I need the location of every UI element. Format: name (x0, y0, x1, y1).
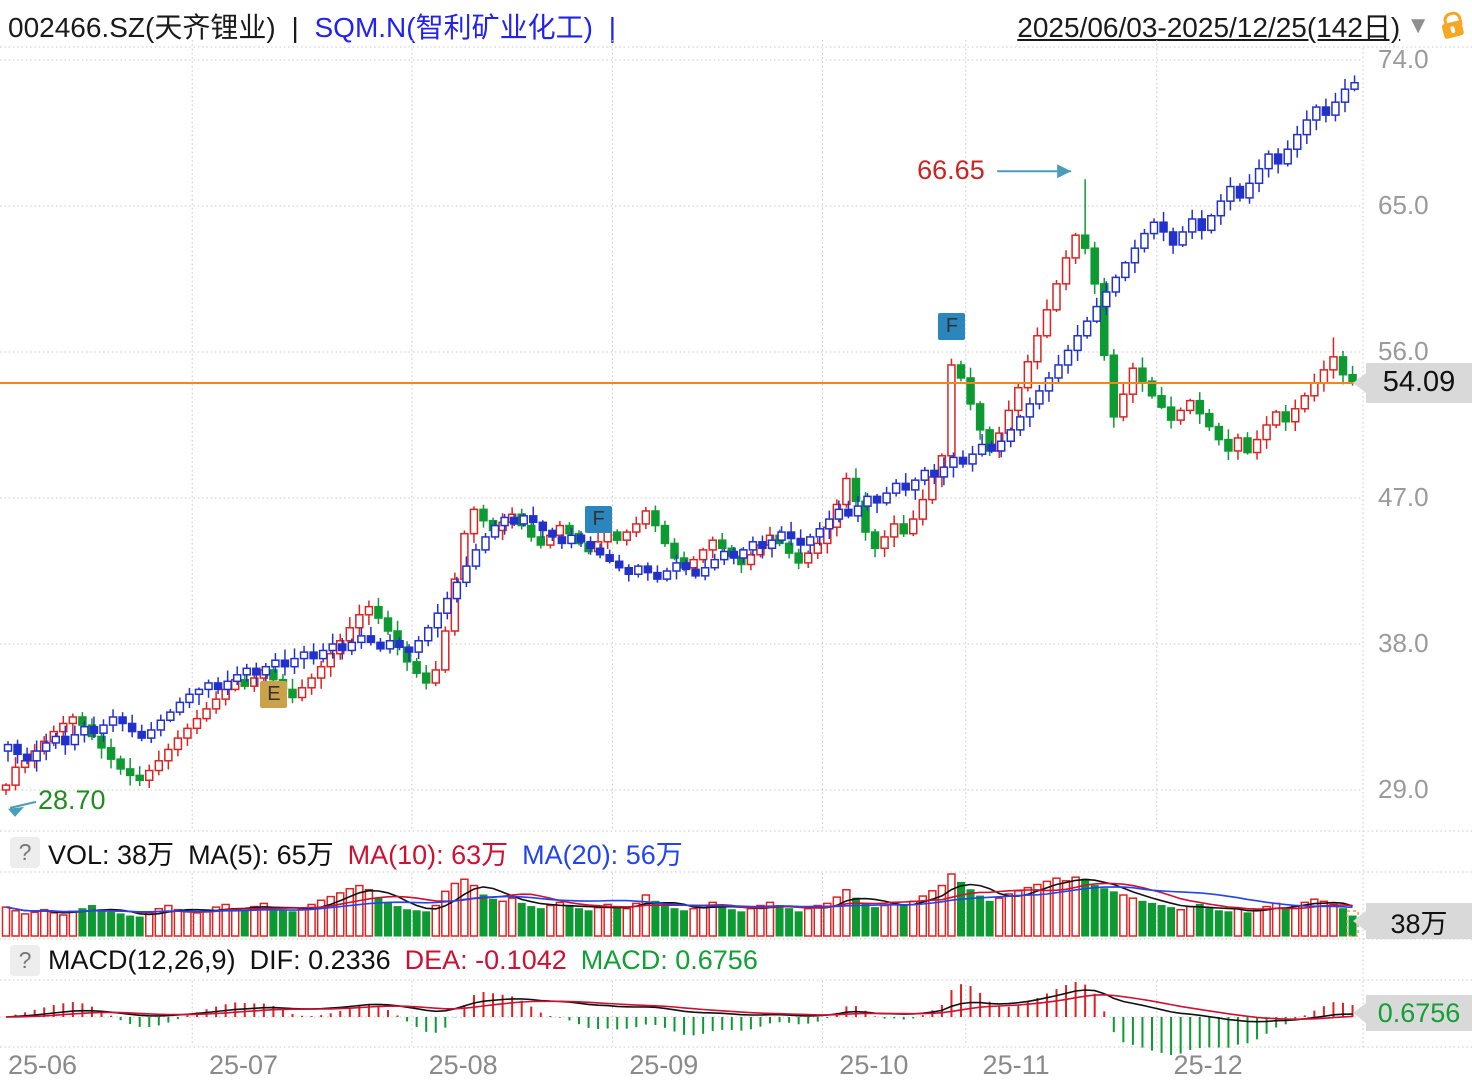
volume-ma5-label: MA(5): 65万 (188, 839, 334, 870)
price-axis-label: 47.0 (1378, 481, 1429, 512)
symbol-separator: | (291, 12, 299, 43)
macd-params-label: MACD(12,26,9) (48, 944, 236, 975)
last-price-tag: 54.09 (1353, 362, 1472, 403)
panel-separators (0, 46, 1472, 1048)
macd-lines-layer (5, 989, 1353, 1023)
macd-dea-label: DEA: -0.1042 (404, 944, 567, 975)
x-axis-label: 25-08 (428, 1050, 498, 1080)
price-gridlines (0, 59, 1363, 791)
dropdown-arrow-icon[interactable]: ▼ (1406, 12, 1430, 39)
macd-dif-label: DIF: 0.2336 (249, 944, 391, 975)
tag-arrow-icon (1353, 911, 1366, 931)
price-axis-label: 74.0 (1378, 44, 1429, 74)
high-annotation: 66.65 (917, 155, 985, 186)
low-annotation: 28.70 (38, 784, 106, 815)
x-axis-label: 25-11 (982, 1050, 1050, 1080)
date-range-area: 2025/06/03-2025/12/25(142日) ▼ (1017, 6, 1466, 46)
macd-legend-row: ? MACD(12,26,9) DIF: 0.2336 DEA: -0.1042… (0, 941, 1360, 979)
primary-symbol-label[interactable]: 002466.SZ(天齐锂业) (8, 12, 276, 43)
macd-tag-value: 0.6756 (1377, 997, 1461, 1028)
event-marker-f[interactable]: F (938, 313, 966, 341)
x-axis-label: 25-06 (8, 1050, 78, 1080)
symbol-titles: 002466.SZ(天齐锂业) | SQM.N(智利矿业化工) | (8, 6, 624, 46)
date-range-selector[interactable]: 2025/06/03-2025/12/25(142日) (1017, 12, 1401, 43)
price-axis-label: 65.0 (1378, 189, 1429, 220)
last-price-value: 54.09 (1382, 366, 1456, 399)
x-axis-label: 25-12 (1173, 1050, 1243, 1080)
event-marker-e[interactable]: E (260, 681, 288, 709)
price-axis-label: 56.0 (1378, 335, 1429, 366)
volume-help-button[interactable]: ? (10, 836, 40, 868)
annotation-arrows (8, 164, 1072, 817)
header: 002466.SZ(天齐锂业) | SQM.N(智利矿业化工) | 2025/0… (0, 0, 1472, 46)
volume-ma20-label: MA(20): 56万 (522, 839, 683, 870)
symbol-separator-2: | (608, 12, 616, 43)
price-axis-label: 38.0 (1378, 627, 1429, 658)
x-axis-label: 25-10 (839, 1050, 909, 1080)
secondary-symbol-label[interactable]: SQM.N(智利矿业化工) (314, 12, 593, 43)
tag-arrow-icon (1353, 372, 1366, 393)
price-axis-label: 29.0 (1378, 773, 1429, 804)
macd-value-label: MACD: 0.6756 (580, 944, 758, 975)
tag-arrow-icon (1353, 1003, 1366, 1023)
x-axis-label: 25-07 (209, 1050, 279, 1080)
volume-legend-row: ? VOL: 38万 MA(5): 65万 MA(10): 63万 MA(20)… (0, 833, 1360, 871)
overlay-candles-layer (3, 75, 1359, 772)
main-candles-layer (1, 179, 1357, 795)
volume-ma-lines (5, 878, 1353, 916)
macd-tag: 0.6756 (1353, 995, 1472, 1031)
volume-ma10-label: MA(10): 63万 (347, 839, 509, 870)
macd-histogram-layer (14, 982, 1354, 1055)
volume-bars-layer (1, 873, 1359, 937)
event-marker-f[interactable]: F (585, 506, 613, 534)
volume-tag-value: 38万 (1390, 908, 1448, 939)
volume-label: VOL: 38万 (48, 839, 175, 870)
volume-tag: 38万 (1353, 903, 1472, 939)
macd-help-button[interactable]: ? (10, 944, 40, 976)
x-axis-label: 25-09 (629, 1050, 699, 1080)
